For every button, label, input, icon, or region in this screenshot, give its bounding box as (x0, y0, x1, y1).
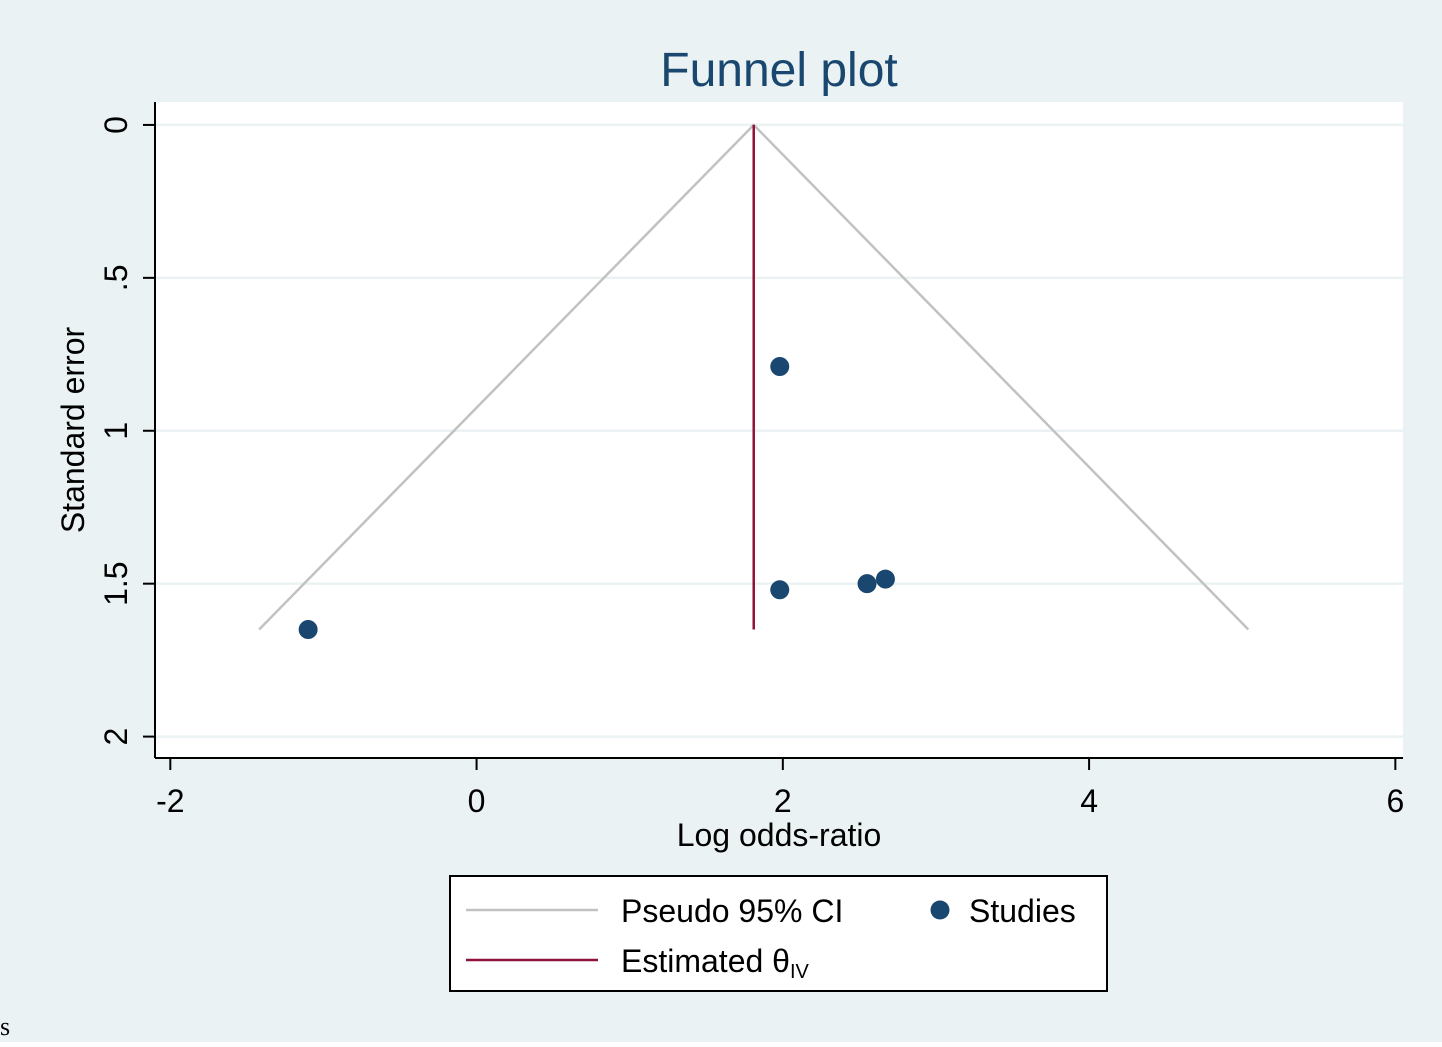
stray-text: s (0, 1012, 11, 1041)
y-tick-label: 0 (98, 116, 134, 134)
legend: Pseudo 95% CI Studies Estimated θIV (449, 875, 1108, 992)
legend-label: Estimated θIV (621, 943, 810, 983)
study-point (875, 569, 895, 589)
legend-marker-swatch (930, 900, 950, 920)
x-tick-label: 2 (774, 783, 792, 819)
axes: -2 0 2 4 6 0 .5 1 1.5 2 (98, 102, 1404, 819)
y-tick-label: 1.5 (98, 561, 134, 605)
study-point (298, 620, 318, 640)
legend-box (449, 875, 1108, 992)
y-tick-label: 2 (98, 728, 134, 746)
x-tick-label: 0 (468, 783, 486, 819)
study-points (298, 357, 895, 640)
legend-label: Studies (969, 893, 1076, 929)
y-tick-label: .5 (98, 265, 134, 292)
legend-label-subscript: IV (790, 961, 810, 983)
study-point (770, 357, 790, 377)
y-tick-label: 1 (98, 422, 134, 440)
y-axis-label: Standard error (55, 326, 91, 533)
study-point (770, 580, 790, 600)
study-point (857, 574, 877, 594)
grid-lines (155, 123, 1403, 738)
x-axis-label: Log odds-ratio (677, 817, 882, 853)
x-tick-label: -2 (156, 783, 184, 819)
legend-label: Pseudo 95% CI (621, 893, 843, 929)
x-tick-label: 6 (1386, 783, 1404, 819)
chart-title: Funnel plot (660, 44, 898, 97)
x-tick-label: 4 (1080, 783, 1098, 819)
